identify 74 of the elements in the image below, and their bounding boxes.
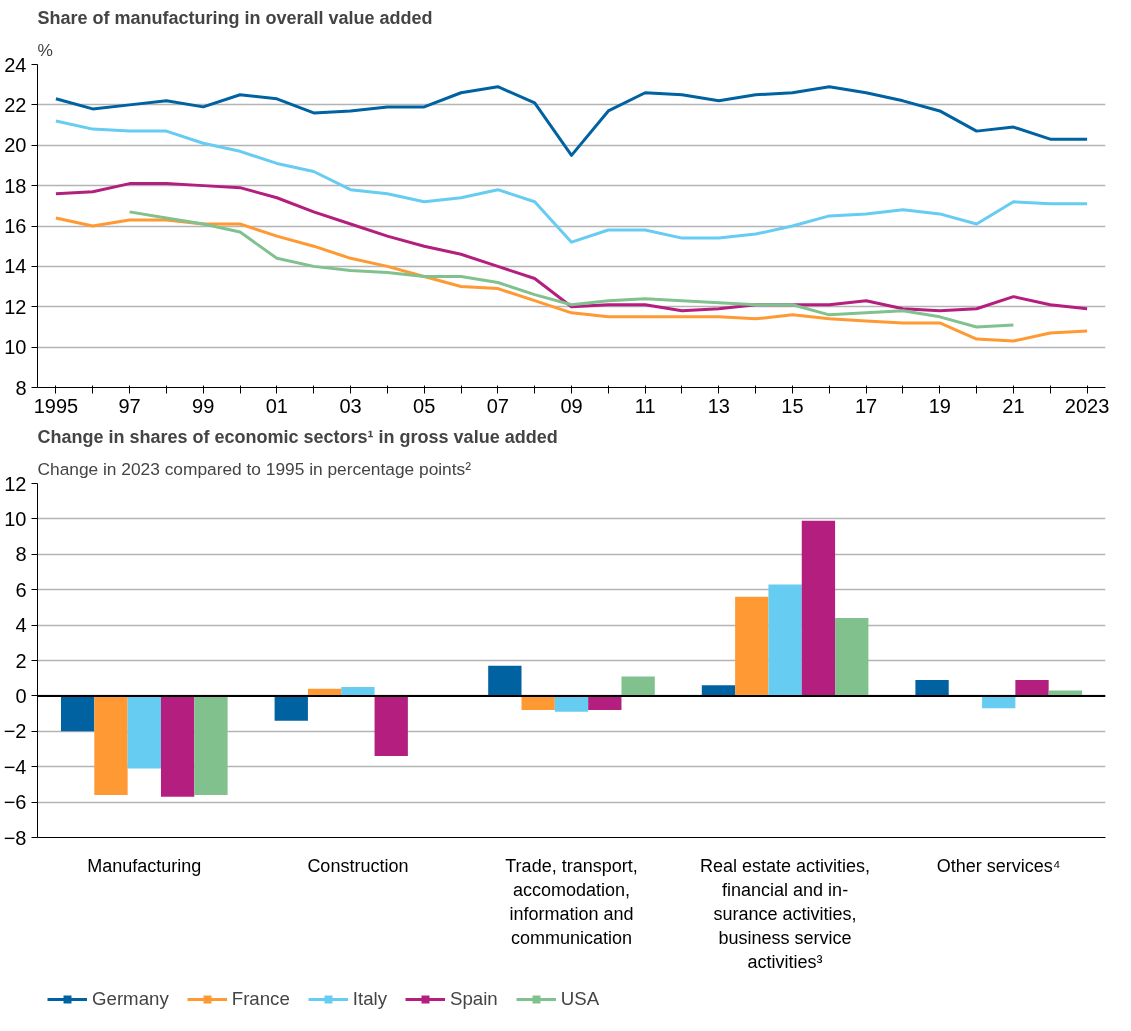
y-tick-label: 14 xyxy=(4,255,27,278)
chart-title: Share of manufacturing in overall value added xyxy=(37,7,433,28)
line-series xyxy=(54,85,1089,157)
bar xyxy=(588,695,622,711)
x-tick-label: 07 xyxy=(486,394,509,417)
bar xyxy=(701,685,736,696)
bar xyxy=(621,676,655,696)
y-tick-label: −8 xyxy=(3,826,27,849)
y-tick-label: 8 xyxy=(15,376,27,399)
y-tick-label: 2 xyxy=(15,649,27,672)
bar xyxy=(274,695,308,721)
y-tick-label: 16 xyxy=(4,215,27,237)
legend-label: France xyxy=(231,988,290,1010)
bar xyxy=(768,584,802,696)
bar xyxy=(801,520,836,696)
x-tick-label: 17 xyxy=(855,394,878,417)
x-tick-label: 21 xyxy=(1002,394,1025,417)
x-tick-label: 97 xyxy=(118,394,141,417)
x-tick-label: 01 xyxy=(265,394,289,417)
y-tick-label: 18 xyxy=(4,174,27,197)
y-axis-title: Change in 2023 compared to 1995 in percentage points² xyxy=(37,458,472,479)
x-tick-label: 19 xyxy=(928,394,951,417)
line-series xyxy=(54,119,1089,244)
bar xyxy=(1015,679,1049,696)
y-tick-label: −4 xyxy=(3,755,27,778)
y-tick-label: −2 xyxy=(3,720,27,743)
x-tick-label: 11 xyxy=(634,394,656,417)
x-tick-label: Other services⁴ xyxy=(936,855,1061,876)
bar xyxy=(488,665,522,696)
bar xyxy=(735,596,769,696)
bar xyxy=(160,695,195,797)
line-series xyxy=(54,216,1089,343)
y-tick-label: 10 xyxy=(4,507,27,530)
x-tick-label: 13 xyxy=(707,394,730,417)
bar xyxy=(127,695,161,769)
y-axis-title: % xyxy=(37,39,53,60)
x-tick-label: Trade, transport, accomodation, information and communication xyxy=(505,855,638,948)
bar xyxy=(61,695,95,732)
y-tick-label: −6 xyxy=(3,791,27,814)
y-tick-label: 12 xyxy=(4,472,27,495)
y-tick-label: 20 xyxy=(4,134,27,157)
bar xyxy=(94,695,128,796)
x-tick-label: 09 xyxy=(560,394,583,417)
x-tick-label: Construction xyxy=(307,855,409,876)
bar xyxy=(554,695,589,712)
legend-label: Germany xyxy=(92,988,169,1010)
x-tick-label: 03 xyxy=(339,394,362,417)
bar xyxy=(835,618,869,696)
legend-label: Spain xyxy=(450,988,498,1010)
x-tick-label: 15 xyxy=(781,394,804,417)
legend-label: USA xyxy=(560,988,600,1010)
x-tick-label: 99 xyxy=(192,394,215,417)
bar xyxy=(915,679,949,696)
y-tick-label: 12 xyxy=(4,295,27,318)
bar xyxy=(374,695,408,757)
y-tick-label: 0 xyxy=(15,684,27,707)
bar xyxy=(194,695,228,796)
bar xyxy=(341,687,375,696)
y-tick-label: 10 xyxy=(4,336,27,359)
x-tick-label: 2023 xyxy=(1064,394,1110,417)
y-tick-label: 8 xyxy=(15,543,27,566)
x-tick-label: 05 xyxy=(413,394,436,417)
y-tick-label: 4 xyxy=(15,614,27,637)
chart-title: Change in shares of economic sectors¹ in gross value added xyxy=(37,426,558,447)
line-series xyxy=(54,182,1089,313)
y-tick-label: 22 xyxy=(4,93,27,116)
x-tick-label: 1995 xyxy=(33,394,79,417)
x-tick-label: Real estate activities, financial and in- surance activities, business service activities³ xyxy=(700,855,871,972)
bar xyxy=(521,695,555,711)
line-series xyxy=(128,210,1015,329)
legend-label: Italy xyxy=(352,988,388,1010)
y-tick-label: 6 xyxy=(15,578,27,601)
y-tick-label: 24 xyxy=(4,53,27,76)
x-tick-label: Manufacturing xyxy=(87,855,202,876)
